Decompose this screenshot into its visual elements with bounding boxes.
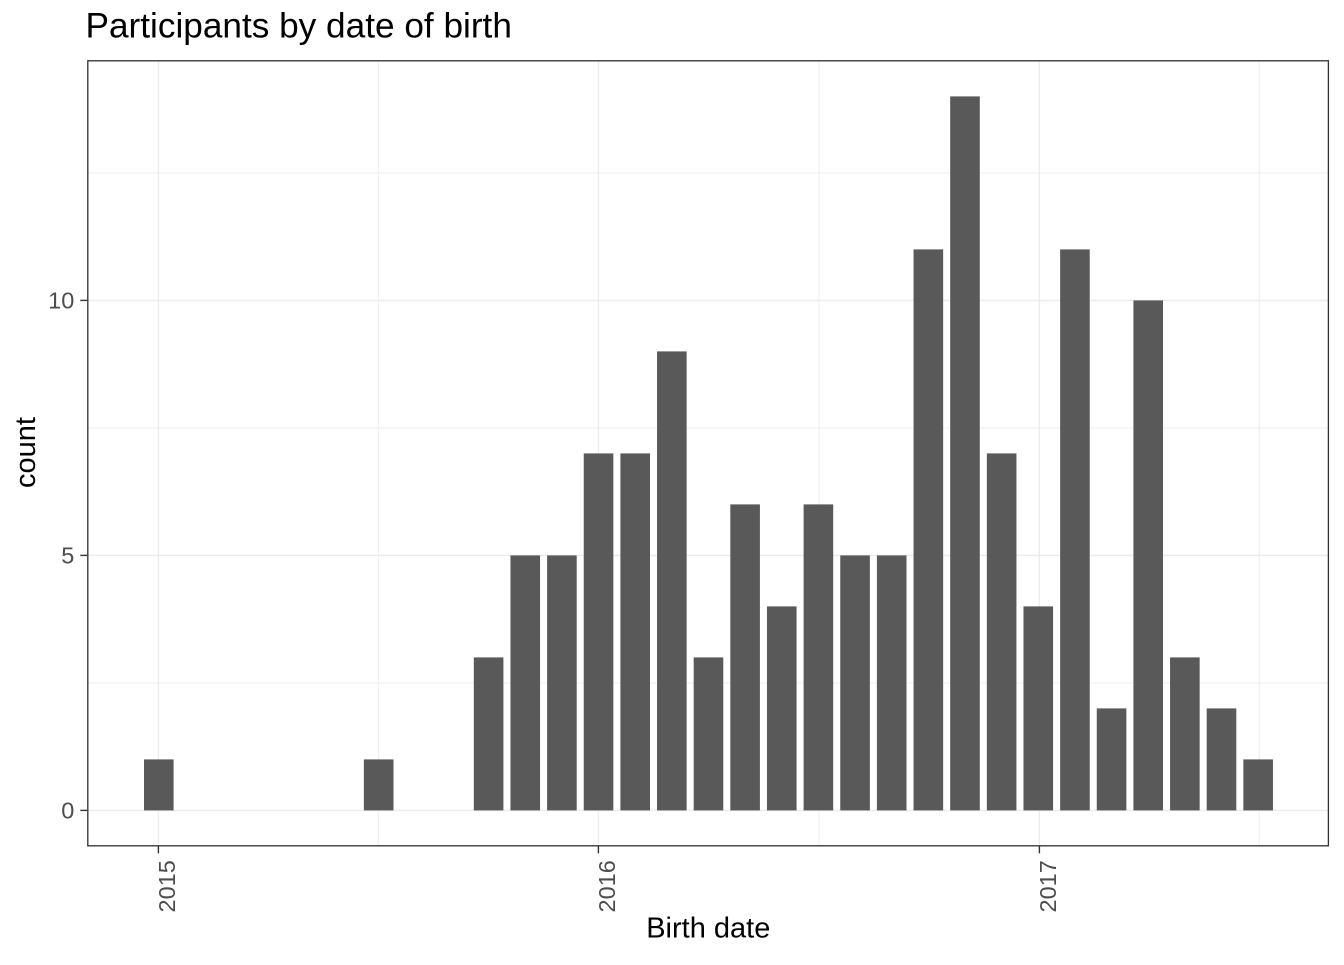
svg-text:0: 0 (61, 798, 74, 824)
svg-text:Birth date: Birth date (646, 913, 770, 945)
svg-text:5: 5 (61, 543, 74, 569)
svg-text:count: count (10, 417, 42, 488)
svg-text:2016: 2016 (594, 860, 620, 912)
svg-text:2017: 2017 (1035, 860, 1061, 912)
svg-text:10: 10 (48, 288, 74, 314)
svg-text:Participants by date of birth: Participants by date of birth (86, 7, 512, 46)
svg-text:2015: 2015 (154, 860, 180, 912)
